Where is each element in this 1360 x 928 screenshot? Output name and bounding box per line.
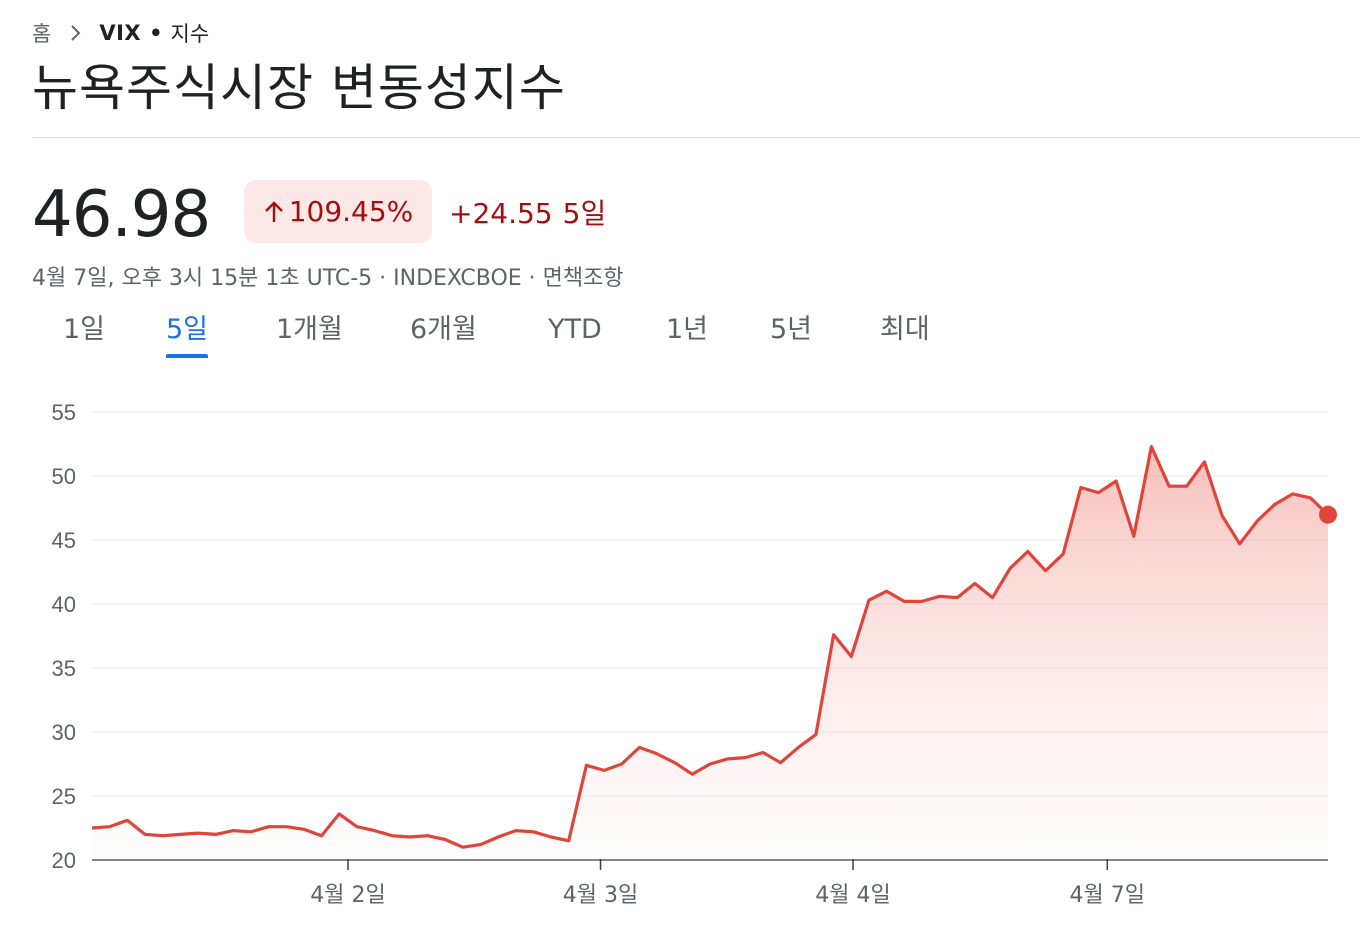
y-tick-label: 35 <box>52 656 76 681</box>
range-tabs: 1일 5일 1개월 6개월 YTD 1년 5년 최대 <box>32 306 992 358</box>
x-tick-label: 4월 2일 <box>310 883 385 908</box>
price-chart[interactable]: 20 25 30 35 40 45 50 55 4월 2일 4월 3일 4월 4일 4월 7일 <box>0 390 1360 928</box>
change-period: 5일 <box>562 197 607 230</box>
y-axis-ticks: 20 25 30 35 40 45 50 55 <box>52 400 76 873</box>
tab-1d[interactable]: 1일 <box>63 314 106 345</box>
tab-5d[interactable]: 5일 <box>166 306 209 358</box>
y-tick-label: 45 <box>52 528 76 553</box>
x-tick-label: 4월 4일 <box>815 883 890 908</box>
arrow-up-icon <box>263 200 285 224</box>
price-line <box>91 445 1330 849</box>
current-price: 46.98 <box>32 178 211 252</box>
page-title: 뉴욕주식시장 변동성지수 <box>32 59 566 117</box>
tab-1y[interactable]: 1년 <box>666 314 709 345</box>
breadcrumb-ticker: VIX <box>99 21 142 45</box>
tab-6m[interactable]: 6개월 <box>410 314 477 345</box>
breadcrumb: 홈 VIX • 지수 <box>32 18 209 48</box>
tab-1m[interactable]: 1개월 <box>276 314 343 345</box>
change-percent-badge: 109.45% <box>244 180 432 243</box>
x-axis-ticks: 4월 2일 4월 3일 4월 4일 4월 7일 <box>310 859 1145 908</box>
y-tick-label: 30 <box>52 720 76 745</box>
y-tick-label: 25 <box>52 784 76 809</box>
tab-max[interactable]: 최대 <box>880 314 930 345</box>
change-percent: 109.45% <box>288 195 414 228</box>
last-price-dot[interactable] <box>1319 505 1337 524</box>
breadcrumb-separator: • <box>149 21 163 45</box>
price-area <box>92 446 1328 860</box>
x-tick-label: 4월 3일 <box>563 883 638 908</box>
breadcrumb-type: 지수 <box>170 22 210 46</box>
y-tick-label: 20 <box>52 848 76 873</box>
change-absolute: +24.55 <box>449 197 553 230</box>
x-tick-label: 4월 7일 <box>1070 883 1145 908</box>
grid-lines <box>92 411 1328 797</box>
breadcrumb-home-link[interactable]: 홈 <box>32 22 52 46</box>
y-tick-label: 50 <box>52 464 76 489</box>
quote-meta: 4월 7일, 오후 3시 15분 1초 UTC-5 · INDEXCBOE · … <box>32 266 624 291</box>
title-divider <box>32 137 1360 138</box>
y-tick-label: 40 <box>52 592 76 617</box>
y-tick-label: 55 <box>52 400 76 425</box>
change-absolute-row: +24.55 5일 <box>449 192 606 232</box>
tab-5y[interactable]: 5년 <box>770 314 813 345</box>
chevron-right-icon <box>65 22 87 44</box>
tab-ytd[interactable]: YTD <box>548 314 602 345</box>
